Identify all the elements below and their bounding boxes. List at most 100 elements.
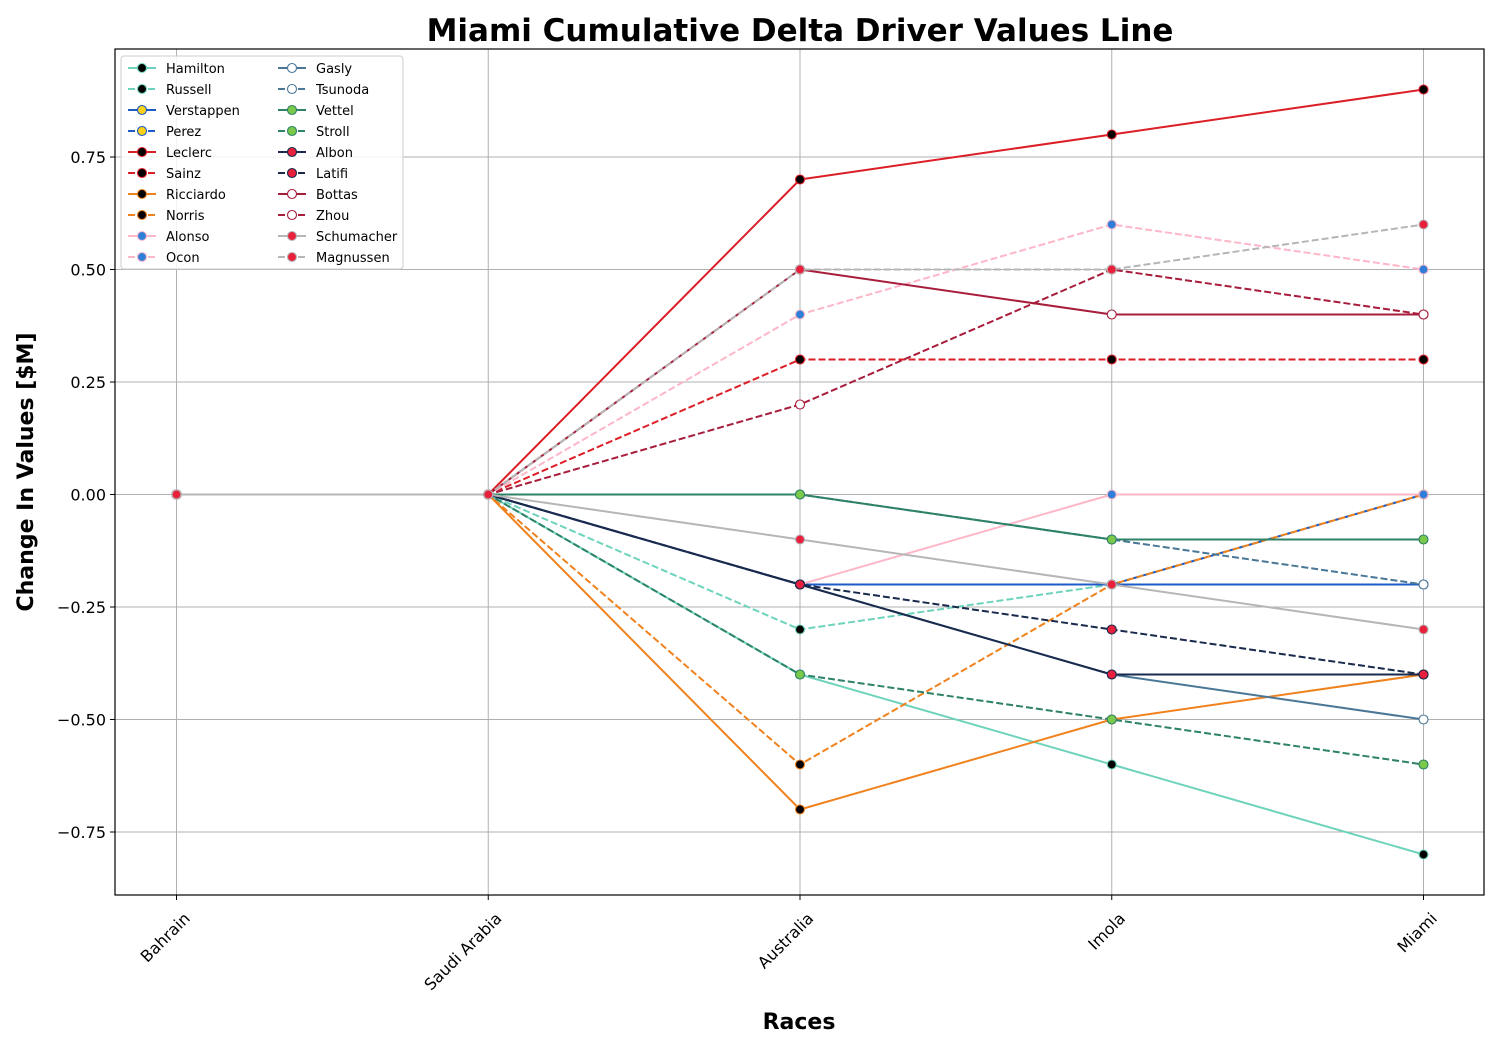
data-point xyxy=(794,759,806,770)
data-point xyxy=(1418,669,1429,680)
data-point xyxy=(1418,264,1429,275)
legend-marker-swatch xyxy=(136,188,148,200)
x-tick-label: Imola xyxy=(1084,909,1129,954)
legend-label: Alonso xyxy=(166,230,209,245)
legend-label: Sainz xyxy=(166,167,201,182)
data-point xyxy=(1418,84,1429,95)
y-tick-label: 0.00 xyxy=(70,486,106,505)
legend-marker-swatch xyxy=(286,251,298,263)
data-point xyxy=(794,489,806,500)
legend-marker-swatch xyxy=(286,230,298,242)
data-point xyxy=(794,534,806,545)
legend-label: Albon xyxy=(316,146,353,161)
legend-label: Verstappen xyxy=(166,104,240,119)
data-point xyxy=(1418,759,1429,770)
y-tick-label: 0.75 xyxy=(70,148,106,167)
legend-marker-swatch xyxy=(136,230,148,242)
chart-title: Miami Cumulative Delta Driver Values Lin… xyxy=(427,13,1174,49)
data-point xyxy=(794,624,806,635)
legend-marker-swatch xyxy=(286,167,298,179)
legend-marker-swatch xyxy=(136,62,148,74)
data-point xyxy=(1418,354,1429,365)
legend-marker-swatch xyxy=(136,104,148,116)
legend-label: Perez xyxy=(166,125,201,140)
legend-label: Zhou xyxy=(316,209,349,224)
data-point xyxy=(1418,579,1429,590)
legend-marker-swatch xyxy=(286,188,298,200)
legend: Hamilton Russell Verstappen Perez Leclerc Sai… xyxy=(120,55,404,270)
data-point xyxy=(1418,624,1429,635)
legend-marker-swatch xyxy=(286,62,298,74)
data-point xyxy=(794,399,806,410)
data-point xyxy=(1106,489,1117,500)
data-point xyxy=(1106,309,1117,320)
legend-marker-swatch xyxy=(286,146,298,158)
data-point xyxy=(1418,309,1429,320)
legend-marker-swatch xyxy=(136,209,148,221)
data-point xyxy=(794,354,806,365)
legend-label: Magnussen xyxy=(316,251,390,266)
data-point xyxy=(1106,219,1117,230)
data-point xyxy=(794,264,806,275)
y-axis-title: Change In Values [$M] xyxy=(14,332,39,611)
y-axis-ticks: −0.75 −0.50 −0.25 0.00 0.25 0.50 0.75 xyxy=(57,148,115,842)
legend-marker-swatch xyxy=(136,125,148,137)
data-point xyxy=(1418,849,1429,860)
data-point xyxy=(1106,129,1117,140)
x-tick-label: Bahrain xyxy=(137,909,194,966)
data-point xyxy=(1106,579,1117,590)
legend-label: Schumacher xyxy=(316,230,398,245)
data-point xyxy=(794,669,806,680)
legend-label: Leclerc xyxy=(166,146,212,161)
legend-label: Stroll xyxy=(316,125,350,140)
data-point xyxy=(1106,624,1117,635)
x-tick-label: Australia xyxy=(754,909,817,972)
data-point xyxy=(171,489,182,500)
x-tick-label: Saudi Arabia xyxy=(420,909,505,994)
legend-marker-swatch xyxy=(136,251,148,263)
data-point xyxy=(1418,219,1429,230)
data-point xyxy=(1106,264,1117,275)
legend-marker-swatch xyxy=(136,167,148,179)
legend-marker-swatch xyxy=(286,125,298,137)
data-point xyxy=(1418,489,1429,500)
data-point xyxy=(1106,534,1117,545)
data-point xyxy=(1106,669,1117,680)
legend-marker-swatch xyxy=(136,83,148,95)
x-axis-title: Races xyxy=(763,1010,836,1035)
legend-label: Latifi xyxy=(316,167,348,182)
legend-label: Russell xyxy=(166,83,211,98)
data-point xyxy=(1106,354,1117,365)
legend-label: Ocon xyxy=(166,251,200,266)
data-point xyxy=(794,579,806,590)
data-point xyxy=(1418,534,1429,545)
y-tick-label: −0.75 xyxy=(57,823,106,842)
legend-label: Bottas xyxy=(316,188,358,203)
data-point xyxy=(483,489,494,500)
legend-label: Vettel xyxy=(316,104,354,119)
data-point xyxy=(794,309,806,320)
legend-marker-swatch xyxy=(286,83,298,95)
legend-marker-swatch xyxy=(286,209,298,221)
data-point xyxy=(794,174,806,185)
legend-marker-swatch xyxy=(286,104,298,116)
legend-label: Norris xyxy=(166,209,205,224)
data-point xyxy=(1106,714,1117,725)
data-point xyxy=(1418,714,1429,725)
legend-label: Ricciardo xyxy=(166,188,226,203)
legend-label: Tsunoda xyxy=(315,83,369,98)
y-tick-label: 0.25 xyxy=(70,373,106,392)
data-point xyxy=(1106,759,1117,770)
y-tick-label: 0.50 xyxy=(70,261,106,280)
x-tick-label: Miami xyxy=(1393,909,1440,956)
x-axis-ticks: Bahrain Saudi Arabia Australia Imola Miami xyxy=(137,895,1441,994)
y-tick-label: −0.25 xyxy=(57,598,106,617)
legend-label: Gasly xyxy=(316,62,352,77)
data-points xyxy=(171,84,1429,860)
y-tick-label: −0.50 xyxy=(57,711,106,730)
legend-label: Hamilton xyxy=(166,62,225,77)
legend-box xyxy=(120,55,404,270)
legend-marker-swatch xyxy=(136,146,148,158)
